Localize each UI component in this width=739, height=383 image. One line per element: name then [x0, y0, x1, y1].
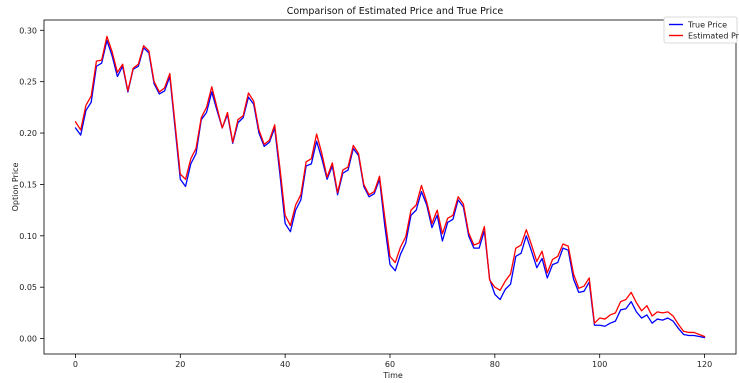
legend-estimated-price-label: Estimated Price [688, 32, 739, 41]
y-tick-label: 0.15 [19, 180, 37, 189]
legend-true-price-label: True Price [687, 21, 727, 30]
x-tick-label: 0 [73, 360, 78, 369]
x-tick-label: 60 [385, 360, 395, 369]
y-tick-label: 0.05 [19, 283, 37, 292]
x-tick-label: 120 [697, 360, 712, 369]
y-tick-label: 0.30 [19, 26, 37, 35]
series-layer [74, 35, 706, 339]
x-tick-label: 100 [592, 360, 607, 369]
series-line-estimated-price [74, 35, 706, 338]
y-tick-label: 0.00 [19, 335, 37, 344]
x-axis-title: Time [382, 371, 403, 380]
x-tick-label: 40 [280, 360, 290, 369]
x-axis: 0 20 40 60 80 100 120 [73, 354, 712, 369]
y-tick-label: 0.20 [19, 129, 37, 138]
x-tick-label: 80 [490, 360, 500, 369]
y-axis-title: Option Price [11, 163, 20, 212]
chart-title: Comparison of Estimated Price and True P… [287, 6, 504, 17]
y-tick-label: 0.25 [19, 78, 37, 87]
y-tick-label: 0.10 [19, 232, 37, 241]
legend-box [663, 16, 738, 44]
legend: True Price Estimated Price [663, 16, 739, 44]
y-axis: 0.00 0.05 0.10 0.15 0.20 0.25 0.30 [19, 26, 44, 344]
series-line-true-price [74, 39, 706, 339]
plot-area [43, 19, 737, 355]
x-tick-label: 20 [175, 360, 185, 369]
